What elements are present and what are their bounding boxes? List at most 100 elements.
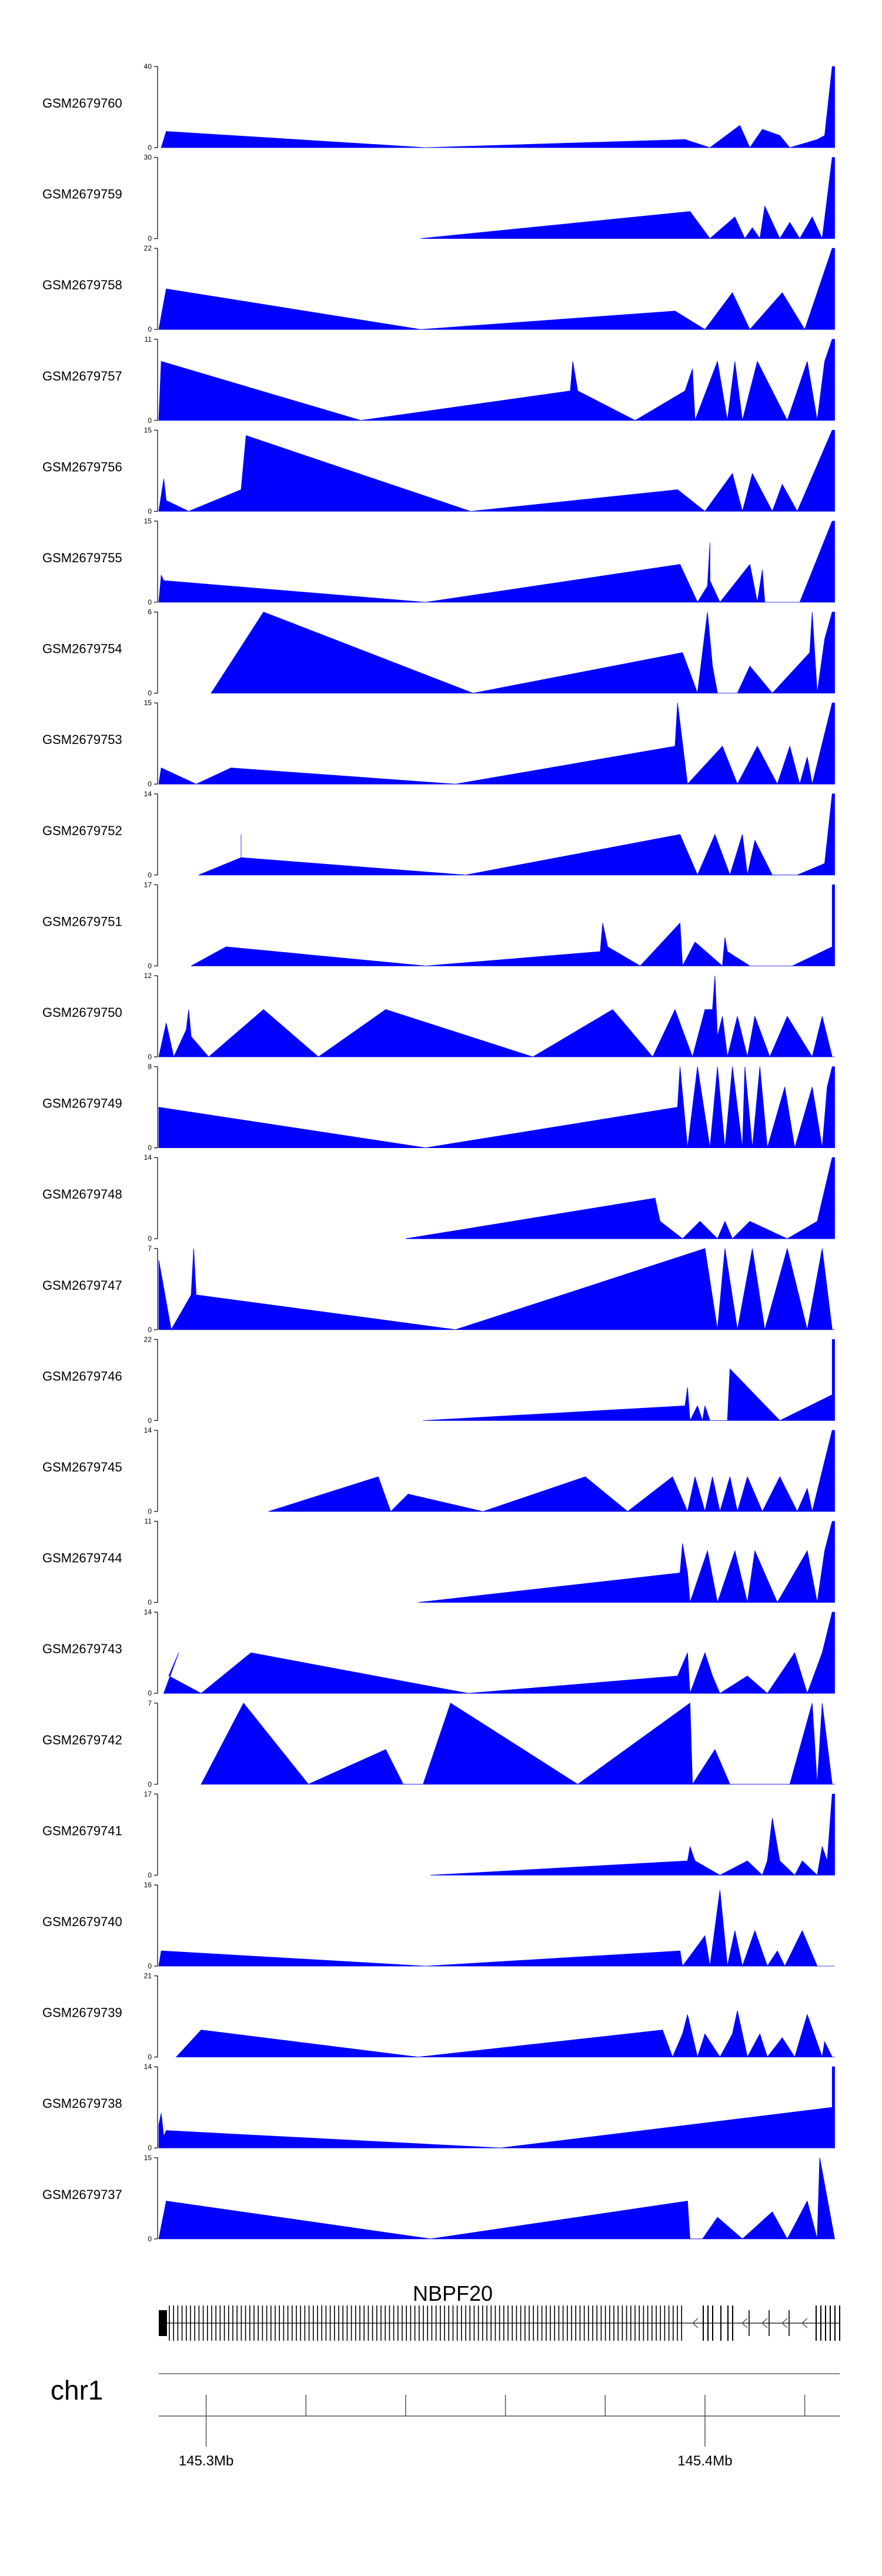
track-label: GSM2679740 [42,1914,122,1929]
coverage-area [211,612,835,694]
coverage-tracks: GSM2679760400GSM2679759300GSM2679758220G… [42,62,835,2243]
track-GSM2679741: GSM2679741 17 0 [42,1790,835,1879]
y-tick-label-max: 22 [144,244,152,252]
strand-arrow-icon [801,2318,808,2328]
track-label: GSM2679748 [42,1187,122,1202]
y-tick-label-min: 0 [148,144,152,152]
y-tick-label-max: 8 [148,1063,152,1071]
strand-arrow-icon [691,2318,699,2328]
track-label: GSM2679756 [42,459,122,474]
y-tick-label-min: 0 [148,2053,152,2061]
y-tick-label-min: 0 [148,1326,152,1334]
track-GSM2679759: GSM2679759 30 0 [42,154,835,243]
y-tick-label-max: 12 [144,972,152,980]
track-GSM2679756: GSM2679756 15 0 [42,426,835,515]
strand-arrow-icon [781,2318,788,2328]
y-tick-label-max: 40 [144,62,152,71]
track-GSM2679749: GSM2679749 8 0 [42,1063,835,1152]
track-GSM2679740: GSM2679740 16 0 [42,1881,835,1970]
y-tick-label-max: 14 [144,790,152,798]
coverage-area [158,339,835,421]
track-label: GSM2679758 [42,278,122,292]
track-GSM2679747: GSM2679747 7 0 [42,1244,835,1334]
track-label: GSM2679737 [42,2187,122,2202]
coverage-area [158,1066,835,1149]
track-GSM2679748: GSM2679748 14 0 [42,1153,835,1243]
track-label: GSM2679751 [42,914,122,929]
coverage-area [201,1703,835,1786]
track-label: GSM2679752 [42,823,122,838]
y-tick-label-min: 0 [148,2144,152,2152]
strand-arrow-icon [741,2318,748,2328]
track-GSM2679755: GSM2679755 15 0 [42,517,835,606]
coverage-area [163,1611,835,1694]
y-tick-label-min: 0 [148,1234,152,1243]
track-label: GSM2679753 [42,732,122,747]
coverage-area [191,885,835,967]
track-label: GSM2679750 [42,1005,122,1020]
track-GSM2679743: GSM2679743 14 0 [42,1608,835,1697]
y-tick-label-max: 6 [148,608,152,616]
y-tick-label-min: 0 [148,325,152,333]
y-tick-label-min: 0 [148,507,152,515]
genome-axis: 145.3Mb 145.4Mb [159,2395,840,2469]
track-GSM2679753: GSM2679753 15 0 [42,699,835,788]
track-label: GSM2679755 [42,550,122,565]
track-GSM2679757: GSM2679757 11 0 [42,335,835,425]
y-tick-label-max: 14 [144,1153,152,1162]
y-tick-label-min: 0 [148,1053,152,1061]
y-tick-label-max: 15 [144,517,152,525]
coverage-area [158,1247,835,1330]
y-tick-label-min: 0 [148,689,152,698]
strand-arrow-icon [761,2318,768,2328]
y-tick-label-min: 0 [148,235,152,243]
track-GSM2679752: GSM2679752 14 0 [42,790,835,879]
track-label: GSM2679738 [42,2096,122,2111]
y-tick-label-max: 14 [144,1608,152,1616]
y-tick-label-max: 15 [144,2154,152,2162]
track-GSM2679751: GSM2679751 17 0 [42,880,835,970]
y-tick-label-min: 0 [148,1689,152,1697]
y-tick-label-max: 21 [144,1972,152,1980]
track-GSM2679737: GSM2679737 15 0 [42,2154,835,2243]
track-GSM2679744: GSM2679744 11 0 [42,1517,835,1607]
y-tick-label-min: 0 [148,2235,152,2243]
coverage-area [405,1157,835,1239]
track-GSM2679754: GSM2679754 6 0 [42,608,835,698]
track-label: GSM2679754 [42,642,122,656]
track-label: GSM2679745 [42,1460,122,1474]
axis-tick-label: 145.4Mb [677,2453,732,2469]
track-label: GSM2679742 [42,1733,122,1747]
track-label: GSM2679760 [42,96,122,111]
track-label: GSM2679744 [42,1551,122,1566]
y-tick-label-min: 0 [148,871,152,879]
coverage-area [423,1339,835,1422]
axis-tick-label: 145.3Mb [179,2453,233,2469]
coverage-area [158,1890,835,1967]
coverage-area [158,2066,835,2148]
chromosome-label: chr1 [51,2375,103,2405]
chromosome-track: chr1 [51,2373,840,2405]
y-tick-label-max: 30 [144,154,152,162]
y-tick-label-max: 7 [148,1244,152,1253]
coverage-area [198,793,835,876]
track-label: GSM2679747 [42,1278,122,1293]
y-tick-label-max: 7 [148,1699,152,1707]
track-label: GSM2679743 [42,1641,122,1656]
track-label: GSM2679749 [42,1096,122,1111]
y-tick-label-max: 22 [144,1335,152,1343]
coverage-area [158,248,835,331]
y-tick-label-max: 14 [144,1426,152,1434]
track-label: GSM2679746 [42,1369,122,1383]
coverage-area [158,520,835,603]
track-label: GSM2679739 [42,2006,122,2020]
y-tick-label-min: 0 [148,598,152,606]
track-label: GSM2679759 [42,187,122,202]
coverage-area [430,1794,835,1876]
y-tick-label-min: 0 [148,1144,152,1152]
gene-track: NBPF20 [159,2281,840,2341]
coverage-area [175,2010,835,2058]
gene-model-NBPF20 [159,2305,840,2341]
y-tick-label-max: 17 [144,1790,152,1798]
y-tick-label-min: 0 [148,1507,152,1516]
